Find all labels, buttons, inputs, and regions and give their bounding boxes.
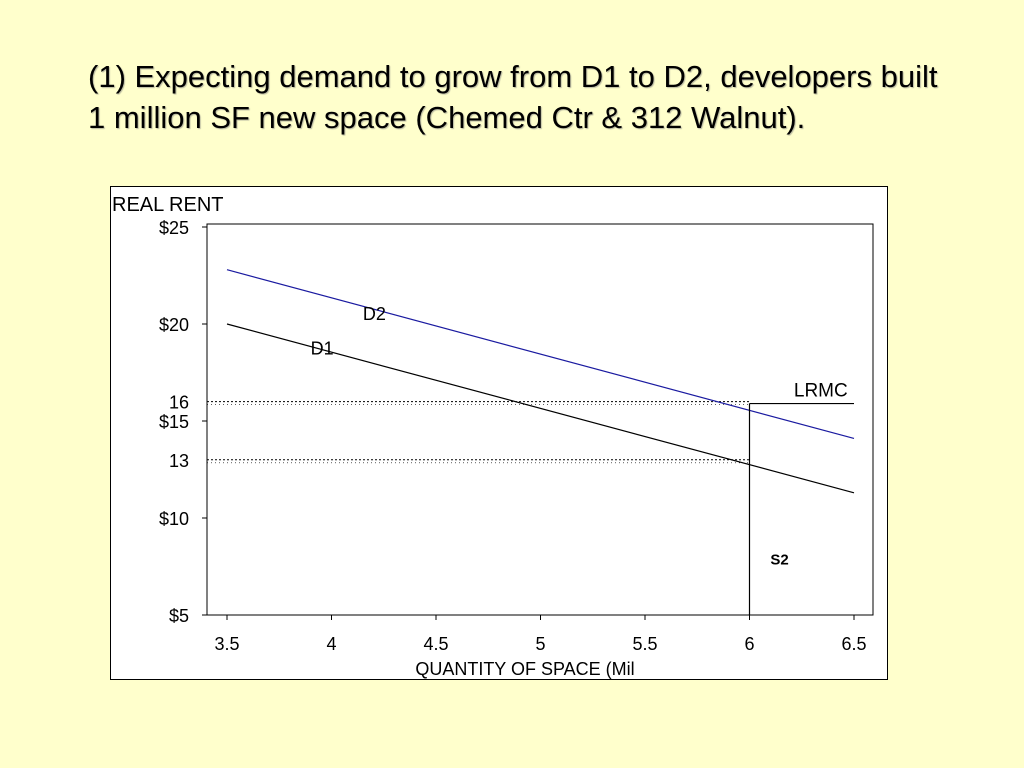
x-tick-label: 3.5 (214, 634, 239, 654)
series-label-d2: D2 (363, 304, 386, 324)
x-tick-label: 6 (744, 634, 754, 654)
curve-labels: D1 D2 LRMC S2 (311, 304, 848, 569)
axis-ticks: 3.5 4 4.5 5 5.5 6 6.5 $25 $20 $15 $10 $5 (159, 218, 867, 654)
plot-area (206, 223, 874, 616)
reference-label-13: 13 (169, 451, 189, 471)
x-tick-label: 5 (535, 634, 545, 654)
x-axis-label: QUANTITY OF SPACE (Mil (415, 659, 634, 679)
reference-label-16: 16 (169, 393, 189, 413)
y-tick-label: $20 (159, 315, 189, 335)
x-tick-label: 5.5 (632, 634, 657, 654)
x-tick-label: 6.5 (841, 634, 866, 654)
x-tick-label: 4.5 (423, 634, 448, 654)
series-lines (226, 269, 855, 615)
y-tick-label: $10 (159, 509, 189, 529)
y-tick-label: $5 (169, 606, 189, 626)
y-axis-label: REAL RENT (112, 194, 224, 216)
series-label-s2: S2 (770, 552, 788, 569)
y-tick-label: $25 (159, 218, 189, 238)
x-tick-label: 4 (326, 634, 336, 654)
y-tick-label: $15 (159, 412, 189, 432)
series-label-d1: D1 (311, 339, 334, 359)
series-label-lrmc: LRMC (794, 381, 848, 402)
chart-frame: REAL RENT QUANTITY OF SPACE (Mil 16 13 3.… (110, 186, 888, 680)
slide-title: (1) Expecting demand to grow from D1 to … (88, 59, 938, 135)
